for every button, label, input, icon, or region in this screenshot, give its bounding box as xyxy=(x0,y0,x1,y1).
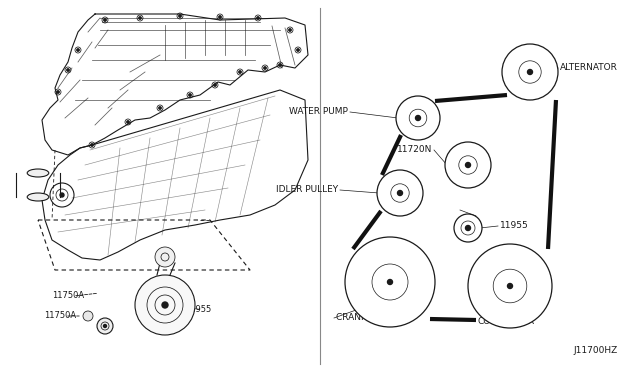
Circle shape xyxy=(214,84,216,86)
Circle shape xyxy=(297,49,300,51)
Circle shape xyxy=(397,190,403,196)
Text: 11750A: 11750A xyxy=(52,292,84,301)
Circle shape xyxy=(289,29,291,31)
Circle shape xyxy=(219,16,221,18)
Circle shape xyxy=(396,96,440,140)
Circle shape xyxy=(60,193,64,197)
Circle shape xyxy=(104,19,106,21)
Text: ALTERNATOR: ALTERNATOR xyxy=(560,64,618,73)
Circle shape xyxy=(104,324,106,327)
Circle shape xyxy=(445,142,491,188)
Text: J11700HZ: J11700HZ xyxy=(573,346,618,355)
Circle shape xyxy=(139,17,141,19)
Circle shape xyxy=(162,302,168,308)
Circle shape xyxy=(67,69,69,71)
Circle shape xyxy=(257,17,259,19)
Circle shape xyxy=(508,283,513,289)
Circle shape xyxy=(454,214,482,242)
Circle shape xyxy=(179,15,181,17)
Circle shape xyxy=(239,71,241,73)
Text: 11955: 11955 xyxy=(500,221,529,231)
Circle shape xyxy=(415,115,420,121)
Text: COMPRESOR: COMPRESOR xyxy=(477,317,534,327)
Text: 11720N: 11720N xyxy=(397,145,432,154)
Circle shape xyxy=(502,44,558,100)
Text: 11955: 11955 xyxy=(185,305,211,314)
Circle shape xyxy=(159,107,161,109)
Circle shape xyxy=(468,244,552,328)
Ellipse shape xyxy=(28,193,49,201)
Circle shape xyxy=(345,237,435,327)
Circle shape xyxy=(155,247,175,267)
Ellipse shape xyxy=(28,169,49,177)
Circle shape xyxy=(57,91,60,93)
Text: CRANK PULLEY: CRANK PULLEY xyxy=(336,314,403,323)
Circle shape xyxy=(527,70,532,74)
Circle shape xyxy=(465,163,470,167)
Text: WATER PUMP: WATER PUMP xyxy=(289,108,348,116)
Text: 11750A: 11750A xyxy=(44,311,76,321)
Text: IDLER PULLEY: IDLER PULLEY xyxy=(276,186,338,195)
Circle shape xyxy=(77,49,79,51)
Circle shape xyxy=(465,225,470,231)
Circle shape xyxy=(97,318,113,334)
Circle shape xyxy=(264,67,266,69)
Circle shape xyxy=(127,121,129,123)
Circle shape xyxy=(387,279,392,285)
Circle shape xyxy=(377,170,423,216)
Circle shape xyxy=(279,64,281,66)
Circle shape xyxy=(135,275,195,335)
Circle shape xyxy=(189,94,191,96)
Circle shape xyxy=(91,144,93,146)
Circle shape xyxy=(83,311,93,321)
